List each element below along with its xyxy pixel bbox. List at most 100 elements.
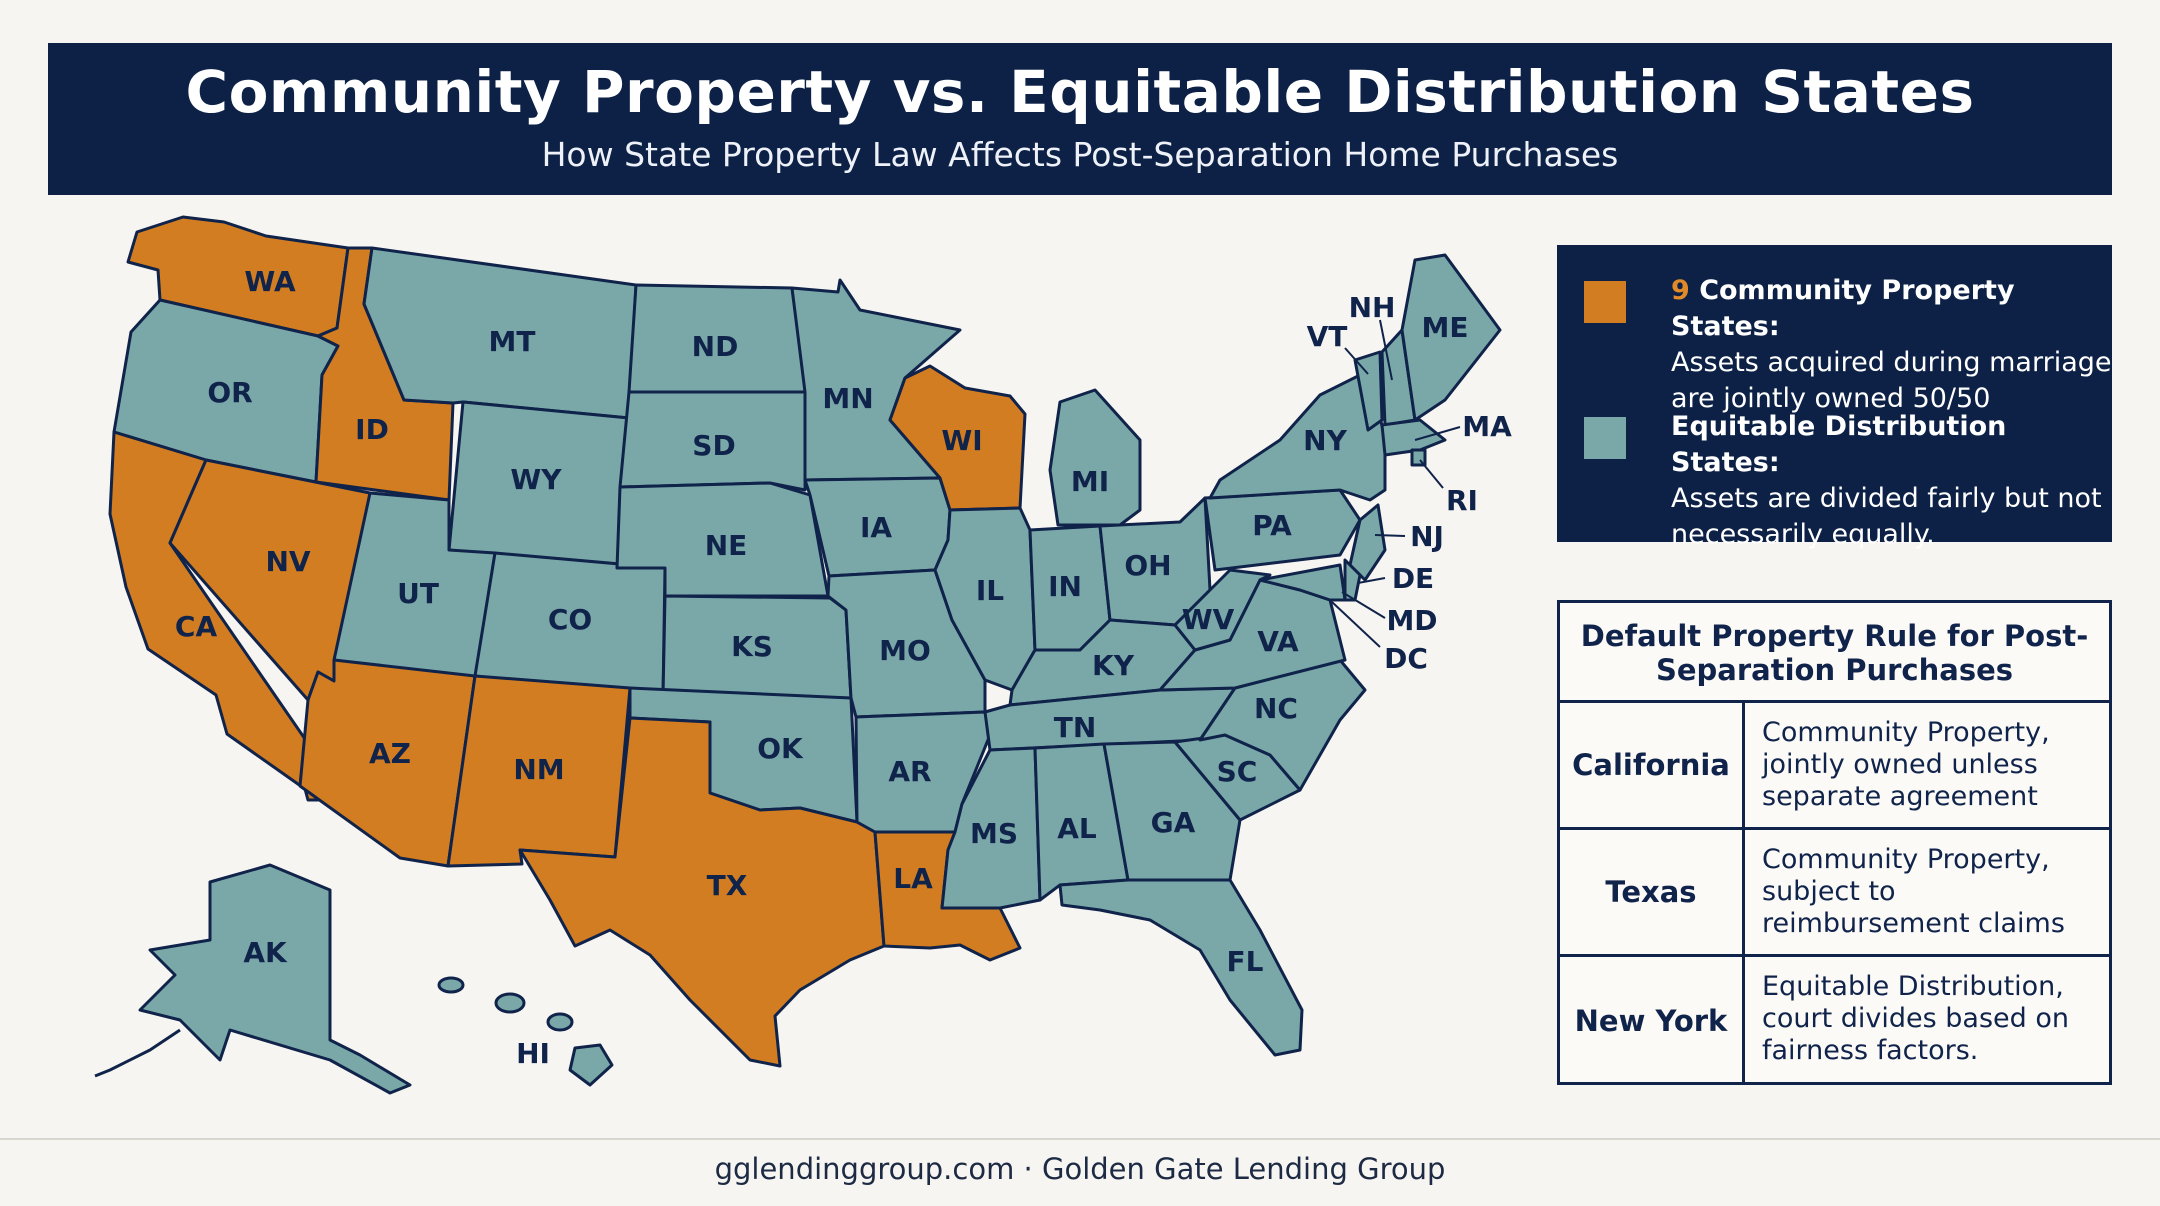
state-WI[interactable] <box>888 364 1027 512</box>
legend-community-title: Community Property States: <box>1671 275 2015 342</box>
us-map: WA OR CA ID NV MT WY UT AZ CO NM ND SD N… <box>94 215 1512 1095</box>
legend-community-text: Assets acquired during marriage are join… <box>1671 347 2112 414</box>
leader-vt <box>1344 347 1369 375</box>
hi-island-1 <box>437 976 465 994</box>
label-AL: AL <box>1057 812 1097 845</box>
label-ID: ID <box>355 413 389 446</box>
leader-ri <box>1419 459 1444 489</box>
label-KY: KY <box>1092 649 1135 682</box>
label-IL: IL <box>976 574 1004 607</box>
state-MD[interactable] <box>1258 563 1347 602</box>
label-IA: IA <box>860 511 892 544</box>
state-TX[interactable] <box>518 716 886 1068</box>
label-OK: OK <box>757 732 804 765</box>
leader-de <box>1357 577 1386 584</box>
page-subtitle: How State Property Law Affects Post-Sepa… <box>541 135 1619 174</box>
hi-island-2 <box>494 992 526 1014</box>
row-rule: Community Property, jointly owned unless… <box>1762 717 2050 812</box>
table-row: California Community Property, jointly o… <box>1560 703 2109 830</box>
state-AK[interactable] <box>138 863 412 1095</box>
label-MO: MO <box>879 634 931 667</box>
label-WA: WA <box>244 265 296 298</box>
label-NY: NY <box>1303 424 1347 457</box>
state-VT[interactable] <box>1353 350 1384 432</box>
page-title: Community Property vs. Equitable Distrib… <box>185 58 1975 126</box>
label-KS: KS <box>731 630 773 663</box>
label-UT: UT <box>397 577 439 610</box>
label-MD: MD <box>1386 604 1437 637</box>
label-WI: WI <box>941 424 982 457</box>
footer-divider <box>0 1138 2160 1140</box>
legend-equitable-title: Equitable Distribution States: <box>1671 411 2007 478</box>
label-AZ: AZ <box>369 737 411 770</box>
state-NJ[interactable] <box>1348 503 1387 582</box>
label-AK: AK <box>243 936 288 969</box>
label-NM: NM <box>513 753 564 786</box>
leader-nj <box>1374 534 1406 537</box>
table-row: Texas Community Property, subject to rei… <box>1560 830 2109 957</box>
leader-md <box>1341 591 1386 619</box>
state-MA[interactable] <box>1380 418 1447 457</box>
label-PA: PA <box>1252 509 1292 542</box>
label-LA: LA <box>893 862 933 895</box>
state-WV[interactable] <box>1173 568 1272 652</box>
footer-credit: gglendinggroup.com · Golden Gate Lending… <box>714 1152 1446 1186</box>
legend-panel: 9 Community Property States: Assets acqu… <box>1557 245 2112 550</box>
state-IL[interactable] <box>933 506 1037 692</box>
table-row: New York Equitable Distribution, court d… <box>1560 957 2109 1084</box>
label-GA: GA <box>1151 806 1196 839</box>
label-NV: NV <box>265 545 310 578</box>
label-HI: HI <box>516 1037 550 1070</box>
label-MI: MI <box>1071 465 1109 498</box>
label-TX: TX <box>707 869 748 902</box>
label-FL: FL <box>1227 945 1264 978</box>
label-NH: NH <box>1349 291 1396 324</box>
state-MI[interactable] <box>1048 388 1142 527</box>
row-state: Texas <box>1560 830 1745 954</box>
property-rule-table: Default Property Rule for Post-Separatio… <box>1557 600 2112 1085</box>
label-VT: VT <box>1307 320 1348 353</box>
state-SD[interactable] <box>618 390 808 492</box>
label-IN: IN <box>1048 570 1082 603</box>
leader-nh <box>1379 319 1393 381</box>
label-WY: WY <box>510 463 562 496</box>
label-CA: CA <box>175 610 218 643</box>
label-DC: DC <box>1384 642 1428 675</box>
state-HI[interactable] <box>568 1043 614 1087</box>
label-SC: SC <box>1217 755 1258 788</box>
label-ND: ND <box>692 330 739 363</box>
legend-equitable-text: Assets are divided fairly but not necess… <box>1671 483 2102 550</box>
label-VA: VA <box>1257 625 1299 658</box>
state-NY[interactable] <box>1208 368 1387 502</box>
label-MN: MN <box>822 382 873 415</box>
label-MA: MA <box>1462 410 1512 443</box>
leader-dc <box>1331 601 1381 648</box>
label-MS: MS <box>970 817 1018 850</box>
label-NC: NC <box>1254 692 1298 725</box>
label-OH: OH <box>1124 549 1171 582</box>
label-DE: DE <box>1392 562 1434 595</box>
label-NE: NE <box>705 529 748 562</box>
label-TN: TN <box>1054 711 1097 744</box>
hi-island-3 <box>546 1012 574 1032</box>
label-CO: CO <box>548 603 592 636</box>
aleutian-islands <box>94 1028 181 1078</box>
label-MT: MT <box>489 325 536 358</box>
rule-table-header: Default Property Rule for Post-Separatio… <box>1560 603 2109 703</box>
row-state: New York <box>1560 957 1745 1084</box>
label-RI: RI <box>1446 484 1478 517</box>
row-rule: Community Property, subject to reimburse… <box>1762 844 2065 939</box>
label-ME: ME <box>1422 311 1469 344</box>
leader-ma <box>1414 426 1461 441</box>
label-AR: AR <box>888 755 931 788</box>
label-OR: OR <box>207 376 252 409</box>
swatch-equitable <box>1584 417 1626 459</box>
legend-community-count: 9 <box>1671 275 1690 306</box>
swatch-community <box>1584 281 1626 323</box>
header-banner: Community Property vs. Equitable Distrib… <box>48 43 2112 195</box>
label-NJ: NJ <box>1410 520 1444 553</box>
state-GA[interactable] <box>1102 740 1242 882</box>
row-state: California <box>1560 703 1745 827</box>
state-FL[interactable] <box>1058 878 1304 1057</box>
row-rule: Equitable Distribution, court divides ba… <box>1762 971 2069 1066</box>
